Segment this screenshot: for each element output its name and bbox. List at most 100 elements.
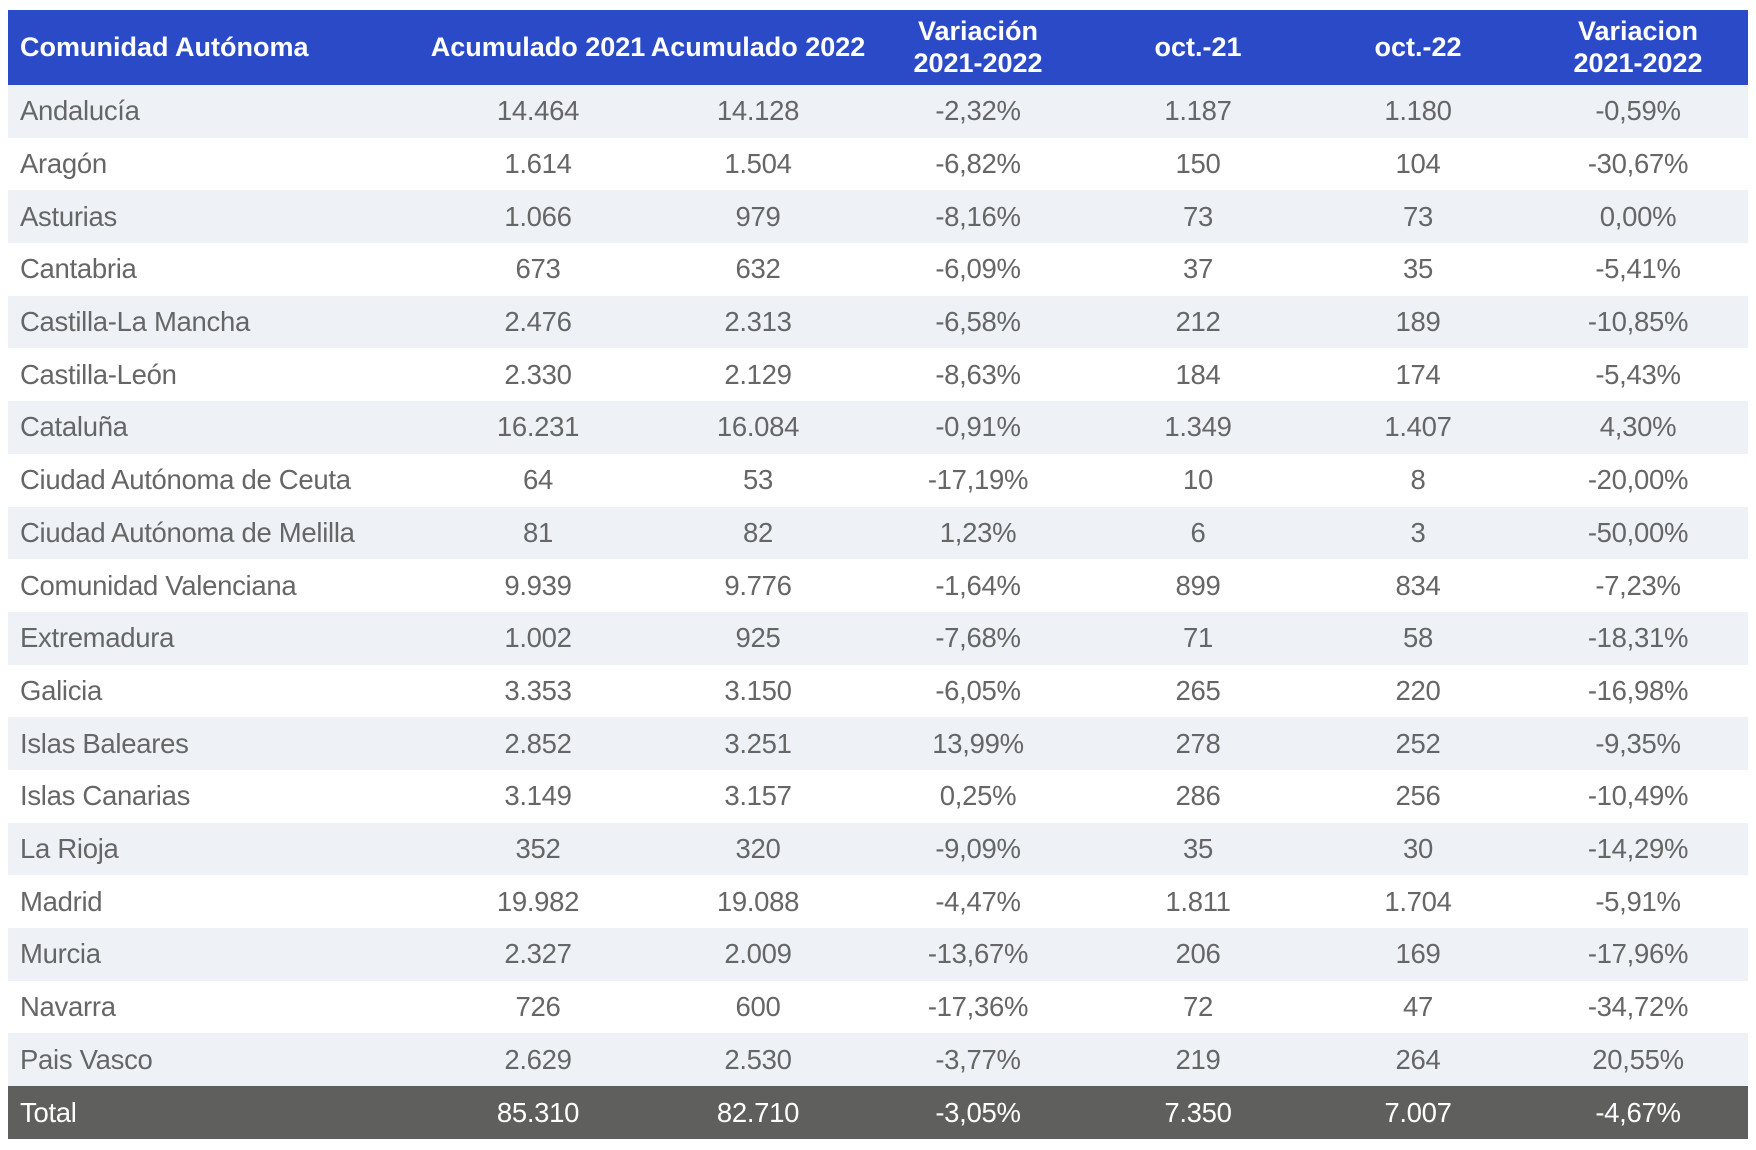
total-oct-21: 7.350: [1088, 1086, 1308, 1140]
cell-oct-21: 35: [1183, 832, 1213, 864]
cell-acumulado-2021: 3.353: [504, 674, 572, 706]
table-row: Islas Baleares 2.852 3.251 13,99% 278 25…: [8, 717, 1748, 770]
cell-variacion-acumulado: -3,77%: [935, 1043, 1021, 1075]
total-variacion-acumulado: -3,05%: [868, 1086, 1088, 1140]
table-row: Navarra 726 600 -17,36% 72 47 -34,72%: [8, 980, 1748, 1034]
cell-variacion-acumulado: -6,82%: [935, 148, 1021, 180]
cell-comunidad: Castilla-León: [20, 358, 177, 390]
header-comunidad-autonoma: Comunidad Autónoma: [8, 10, 428, 85]
cell-variacion-mensual: -50,00%: [1587, 516, 1689, 548]
cell-acumulado-2022: 979: [735, 200, 781, 232]
cell-comunidad: Castilla-La Mancha: [20, 306, 250, 338]
cell-variacion-mensual: -14,29%: [1587, 832, 1689, 864]
cell-acumulado-2021: 14.464: [496, 95, 580, 127]
cell-variacion-acumulado: -4,47%: [935, 885, 1021, 917]
table-row: Aragón 1.614 1.504 -6,82% 150 104 -30,67…: [8, 137, 1748, 191]
cell-variacion-acumulado: -17,36%: [927, 991, 1029, 1023]
cell-acumulado-2022: 3.150: [724, 674, 792, 706]
cell-oct-21: 72: [1183, 991, 1213, 1023]
table-footer: Total 85.310 82.710 -3,05% 7.350 7.007 -…: [8, 1086, 1748, 1140]
cell-comunidad: Asturias: [20, 200, 117, 232]
cell-oct-22: 3: [1410, 516, 1426, 548]
cell-acumulado-2021: 2.330: [504, 358, 572, 390]
cell-oct-21: 73: [1183, 200, 1213, 232]
cell-variacion-acumulado: -6,09%: [935, 253, 1021, 285]
table-row: La Rioja 352 320 -9,09% 35 30 -14,29%: [8, 822, 1748, 876]
cell-acumulado-2021: 3.149: [504, 780, 572, 812]
cell-variacion-acumulado: 13,99%: [932, 727, 1024, 759]
cell-variacion-mensual: 20,55%: [1592, 1043, 1684, 1075]
cell-variacion-mensual: -10,49%: [1587, 780, 1689, 812]
cell-comunidad: Ciudad Autónoma de Ceuta: [20, 464, 351, 496]
cell-oct-21: 150: [1175, 148, 1221, 180]
cell-acumulado-2022: 53: [743, 464, 773, 496]
cell-oct-21: 6: [1190, 516, 1206, 548]
table-row: Madrid 19.982 19.088 -4,47% 1.811 1.704 …: [8, 875, 1748, 928]
cell-acumulado-2021: 64: [523, 464, 553, 496]
cell-variacion-acumulado: -9,09%: [935, 832, 1021, 864]
cell-oct-22: 169: [1395, 938, 1441, 970]
cell-oct-21: 1.349: [1164, 411, 1232, 443]
cell-comunidad: Cantabria: [20, 253, 137, 285]
cell-comunidad: Murcia: [20, 938, 101, 970]
cell-comunidad: Cataluña: [20, 411, 128, 443]
cell-variacion-mensual: -5,41%: [1595, 253, 1681, 285]
cell-comunidad: La Rioja: [20, 832, 119, 864]
cell-oct-22: 35: [1403, 253, 1433, 285]
cell-variacion-acumulado: -8,16%: [935, 200, 1021, 232]
cell-acumulado-2021: 81: [523, 516, 553, 548]
cell-acumulado-2022: 14.128: [716, 95, 800, 127]
cell-comunidad: Galicia: [20, 674, 102, 706]
cell-oct-21: 1.187: [1164, 95, 1232, 127]
cell-acumulado-2022: 2.313: [724, 306, 792, 338]
cell-variacion-mensual: -17,96%: [1587, 938, 1689, 970]
cell-oct-21: 219: [1175, 1043, 1221, 1075]
total-acumulado-2021: 85.310: [428, 1086, 648, 1140]
cell-variacion-mensual: -30,67%: [1587, 148, 1689, 180]
cell-comunidad: Pais Vasco: [20, 1043, 153, 1075]
cell-oct-21: 10: [1183, 464, 1213, 496]
cell-acumulado-2021: 1.614: [504, 148, 572, 180]
cell-oct-22: 1.180: [1384, 95, 1452, 127]
cell-variacion-acumulado: -8,63%: [935, 358, 1021, 390]
cell-acumulado-2022: 1.504: [724, 148, 792, 180]
table-row: Ciudad Autónoma de Melilla 81 82 1,23% 6…: [8, 506, 1748, 560]
table-row: Comunidad Valenciana 9.939 9.776 -1,64% …: [8, 559, 1748, 612]
header-acumulado-2022: Acumulado 2022: [648, 10, 868, 85]
cell-comunidad: Islas Baleares: [20, 727, 189, 759]
cell-oct-22: 58: [1403, 622, 1433, 654]
cell-oct-22: 1.407: [1384, 411, 1452, 443]
cell-oct-22: 30: [1403, 832, 1433, 864]
cell-oct-22: 8: [1410, 464, 1426, 496]
table-row: Murcia 2.327 2.009 -13,67% 206 169 -17,9…: [8, 928, 1748, 981]
cell-variacion-mensual: -18,31%: [1587, 622, 1689, 654]
cell-oct-22: 174: [1395, 358, 1441, 390]
cell-comunidad: Navarra: [20, 991, 116, 1023]
header-variacion-acumulado: Variación 2021-2022: [868, 10, 1088, 85]
table-row: Ciudad Autónoma de Ceuta 64 53 -17,19% 1…: [8, 453, 1748, 507]
cell-acumulado-2022: 3.157: [724, 780, 792, 812]
cell-acumulado-2021: 2.852: [504, 727, 572, 759]
cell-oct-22: 220: [1395, 674, 1441, 706]
cell-acumulado-2022: 82: [743, 516, 773, 548]
total-acumulado-2022: 82.710: [648, 1086, 868, 1140]
cell-acumulado-2022: 9.776: [724, 569, 792, 601]
cell-variacion-acumulado: -2,32%: [935, 95, 1021, 127]
cell-oct-21: 1.811: [1165, 885, 1231, 917]
cell-oct-21: 286: [1175, 780, 1221, 812]
cell-variacion-mensual: -9,35%: [1595, 727, 1681, 759]
cell-acumulado-2021: 2.476: [504, 306, 572, 338]
cell-acumulado-2022: 925: [735, 622, 781, 654]
cell-acumulado-2021: 673: [515, 253, 561, 285]
table-row: Islas Canarias 3.149 3.157 0,25% 286 256…: [8, 769, 1748, 823]
cell-acumulado-2022: 2.009: [724, 938, 792, 970]
cell-comunidad: Islas Canarias: [20, 780, 191, 812]
cell-oct-22: 256: [1395, 780, 1441, 812]
cell-oct-22: 104: [1395, 148, 1441, 180]
header-oct-22: oct.-22: [1308, 10, 1528, 85]
cell-variacion-acumulado: -6,05%: [935, 674, 1021, 706]
table-header: Comunidad Autónoma Acumulado 2021 Acumul…: [8, 10, 1748, 85]
cell-acumulado-2022: 632: [735, 253, 781, 285]
cell-oct-21: 206: [1175, 938, 1221, 970]
cell-comunidad: Comunidad Valenciana: [20, 569, 297, 601]
